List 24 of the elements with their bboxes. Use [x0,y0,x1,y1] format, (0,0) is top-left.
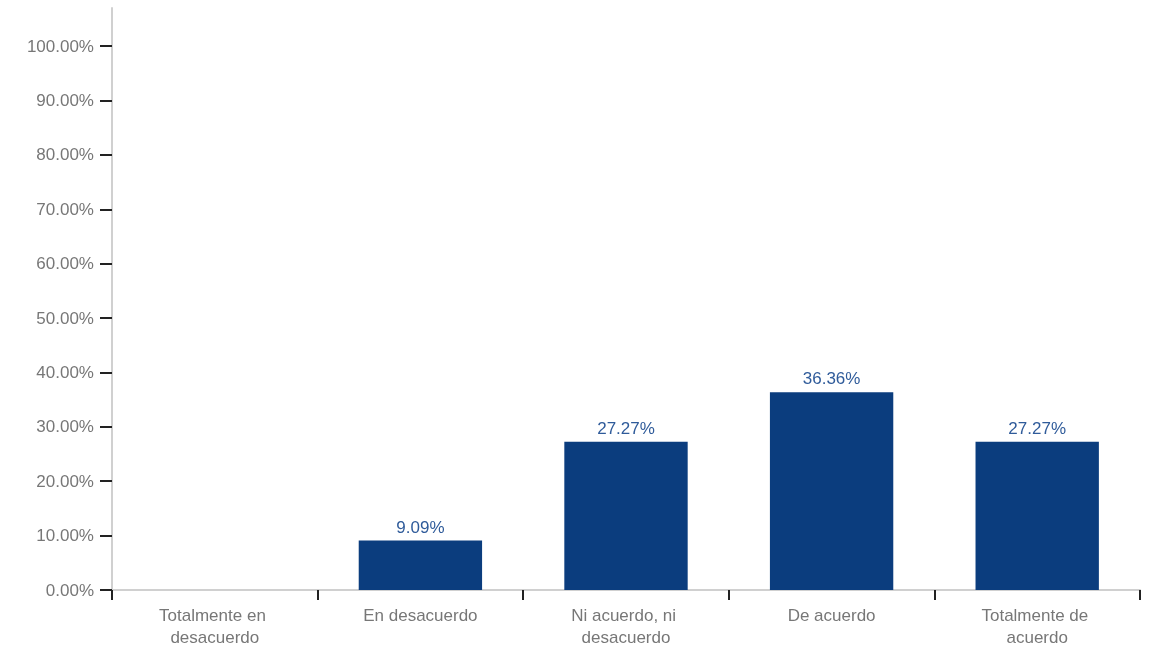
data-label: 27.27% [597,418,655,438]
y-tick-label: 30.00% [36,417,94,437]
y-tick-label: 90.00% [36,90,94,110]
x-tick-label: Totalmente de acuerdo [981,605,1093,647]
x-tick-label: Ni acuerdo, ni desacuerdo [571,605,681,647]
y-tick-label: 0.00% [45,580,94,600]
bar [769,392,894,590]
data-label: 9.09% [396,517,445,537]
y-tick-label: 70.00% [36,199,94,219]
y-tick-label: 40.00% [36,362,94,382]
bar [564,441,688,590]
y-tick-label: 60.00% [36,254,94,274]
x-tick-label: De acuerdo [787,605,876,625]
y-tick-label: 20.00% [36,471,94,491]
y-tick-label: 100.00% [26,36,94,56]
x-tick-label: Totalmente en desacuerdo [159,605,271,647]
y-tick-label: 50.00% [36,308,94,328]
data-label: 36.36% [802,369,861,389]
y-tick-label: 10.00% [36,526,94,546]
data-label: 27.27% [1008,418,1067,438]
y-tick-label: 80.00% [36,145,94,165]
x-tick-label: En desacuerdo [363,605,478,625]
bar [975,441,1099,590]
bar [358,540,483,590]
